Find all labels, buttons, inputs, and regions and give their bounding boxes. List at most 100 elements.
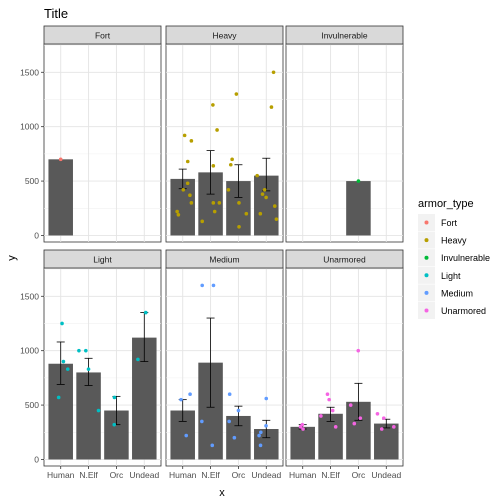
data-point [211,164,216,168]
data-point [182,133,187,138]
legend-label: Fort [441,218,458,228]
data-point [112,422,117,427]
x-tick-label: Undead [371,470,401,480]
data-point [212,209,217,214]
legend-label: Light [441,271,461,281]
data-point [381,416,386,420]
data-point [375,411,380,416]
data-point [325,392,330,396]
facet-panel: Unarmored Human N.Elf Orc Undead [285,249,404,480]
facet-panel: Light 0 500 1000 1500 Human N.Elf Orc Undead [20,249,162,480]
data-point [260,192,265,196]
facet-strip [43,25,162,45]
data-point [358,416,363,420]
facet-strip-label: Heavy [212,31,237,41]
x-tick-label: Orc [232,470,246,480]
legend-label: Unarmored [441,306,486,316]
x-tick-label: Undead [129,470,159,480]
data-point [348,403,353,407]
data-point [264,195,268,200]
x-tick-label: Human [169,470,197,480]
data-point [181,187,186,192]
facet-panel: Fort 0 500 1000 1500 [20,25,162,243]
data-point [60,321,64,326]
legend-marker [424,273,429,278]
facet-panel: Invulnerable [285,25,404,243]
data-point [255,173,259,178]
data-point [264,396,269,401]
legend-label: Invulnerable [441,253,490,263]
facet-strip-label: Unarmored [323,255,366,265]
data-point [258,443,263,448]
data-point [269,105,274,109]
data-point [271,70,276,75]
y-tick-label: 0 [34,230,39,240]
x-tick-label: N.Elf [201,470,220,480]
y-tick-label: 1000 [20,346,39,356]
x-tick-label: Human [289,470,317,480]
data-point [232,435,237,440]
data-point [298,425,303,429]
facet-panels: Fort 0 500 1000 1500 Heavy Invulnerable Light 0 5… [20,25,404,480]
data-point [274,217,279,221]
data-point [84,348,88,353]
y-tick-label: 500 [25,400,39,410]
x-tick-label: Undead [251,470,281,480]
data-point [215,128,219,132]
data-point [257,433,261,438]
data-point [262,187,267,192]
bar [374,423,399,460]
legend-label: Heavy [441,236,467,246]
data-point [56,395,61,400]
legend-marker [424,220,429,225]
data-point [227,392,232,396]
legend-marker [424,290,429,295]
data-point [61,359,66,364]
bar [290,426,315,460]
data-point [356,348,361,353]
x-axis-label: x [219,487,225,499]
data-point [179,397,183,402]
facet-strip [165,249,284,269]
data-point [244,211,249,216]
data-point [227,419,231,424]
data-point [96,408,101,413]
facet-strip [43,249,162,269]
bar [346,181,371,236]
data-point [237,201,241,205]
data-point [234,92,239,96]
y-tick-label: 1000 [20,122,39,132]
data-point [189,201,194,205]
data-point [226,187,231,192]
facet-strip [285,249,404,269]
data-point [185,181,190,186]
data-point [184,433,189,438]
data-point [319,414,323,418]
legend-marker [424,308,429,313]
data-point [228,162,233,167]
facet-strip [285,25,404,45]
x-tick-label: N.Elf [79,470,98,480]
legend: armor_type Fort Heavy Invulnerable Light Med… [418,198,490,319]
y-tick-label: 0 [34,454,39,464]
data-point [188,193,192,198]
data-point [258,211,263,216]
facet-strip-label: Invulnerable [321,31,368,41]
data-point [112,395,117,400]
facet-panel: Medium Human N.Elf Orc Undead [165,249,284,480]
facet-panel: Heavy [165,25,284,243]
x-tick-label: N.Elf [321,470,340,480]
y-axis-label: y [6,255,18,261]
facet-strip-label: Fort [95,31,111,41]
data-point [211,103,215,107]
data-point [77,348,81,353]
data-point [327,397,331,402]
data-point [301,427,305,431]
y-tick-label: 1500 [20,67,39,77]
data-point [272,204,277,208]
bar [76,372,101,460]
data-point [264,423,268,428]
data-point [237,224,241,229]
data-point [333,425,338,429]
